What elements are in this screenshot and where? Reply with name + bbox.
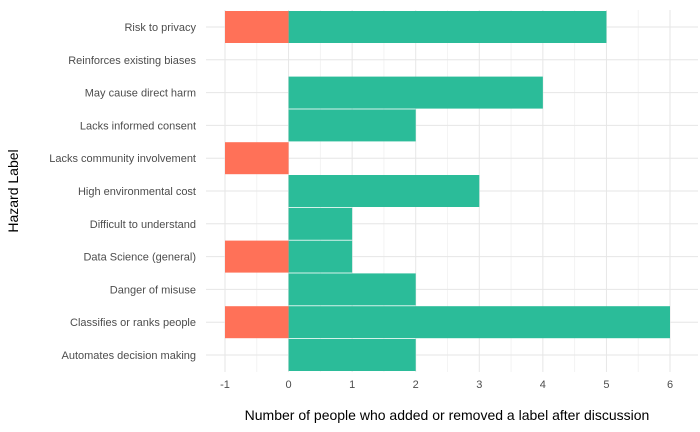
x-tick-label: 4 [540, 379, 546, 391]
bar-added-5 [288, 175, 480, 207]
y-tick-label: High environmental cost [78, 186, 196, 198]
y-tick-label: Data Science (general) [83, 252, 196, 264]
y-tick-label: Lacks informed consent [80, 120, 196, 132]
y-tick-label: Danger of misuse [110, 284, 196, 296]
y-axis-title: Hazard Label [5, 149, 21, 232]
x-tick-label: 3 [476, 379, 482, 391]
bar-removed-9 [225, 306, 289, 339]
y-tick-label: Automates decision making [61, 350, 196, 362]
y-tick-label: Lacks community involvement [49, 153, 196, 165]
bar-added-10 [288, 339, 416, 371]
x-tick-label: 6 [667, 379, 673, 391]
bar-removed-7 [225, 240, 289, 273]
bar-added-7 [288, 240, 353, 273]
x-tick-label: 5 [603, 379, 609, 391]
y-tick-label: May cause direct harm [85, 88, 196, 100]
x-tick-labels: -1 0 1 2 3 4 5 6 [220, 379, 673, 391]
y-tick-labels: Risk to privacy Reinforces existing biase… [49, 22, 196, 362]
bar-added-3 [288, 109, 416, 142]
bar-added-0 [288, 11, 607, 43]
bar-added-6 [288, 207, 353, 240]
bars [225, 11, 670, 371]
x-tick-label: -1 [220, 379, 230, 391]
bar-removed-4 [225, 142, 289, 175]
bar-removed-0 [225, 11, 289, 43]
x-tick-label: 1 [349, 379, 355, 391]
bar-added-9 [288, 306, 670, 339]
y-tick-label: Reinforces existing biases [68, 55, 196, 67]
x-tick-label: 2 [413, 379, 419, 391]
y-tick-label: Difficult to understand [90, 219, 196, 231]
bar-added-2 [288, 76, 543, 109]
y-tick-label: Risk to privacy [124, 22, 196, 34]
y-tick-label: Classifies or ranks people [70, 317, 196, 329]
x-tick-label: 0 [286, 379, 292, 391]
bar-added-8 [288, 273, 416, 306]
x-axis-title: Number of people who added or removed a … [245, 407, 650, 423]
